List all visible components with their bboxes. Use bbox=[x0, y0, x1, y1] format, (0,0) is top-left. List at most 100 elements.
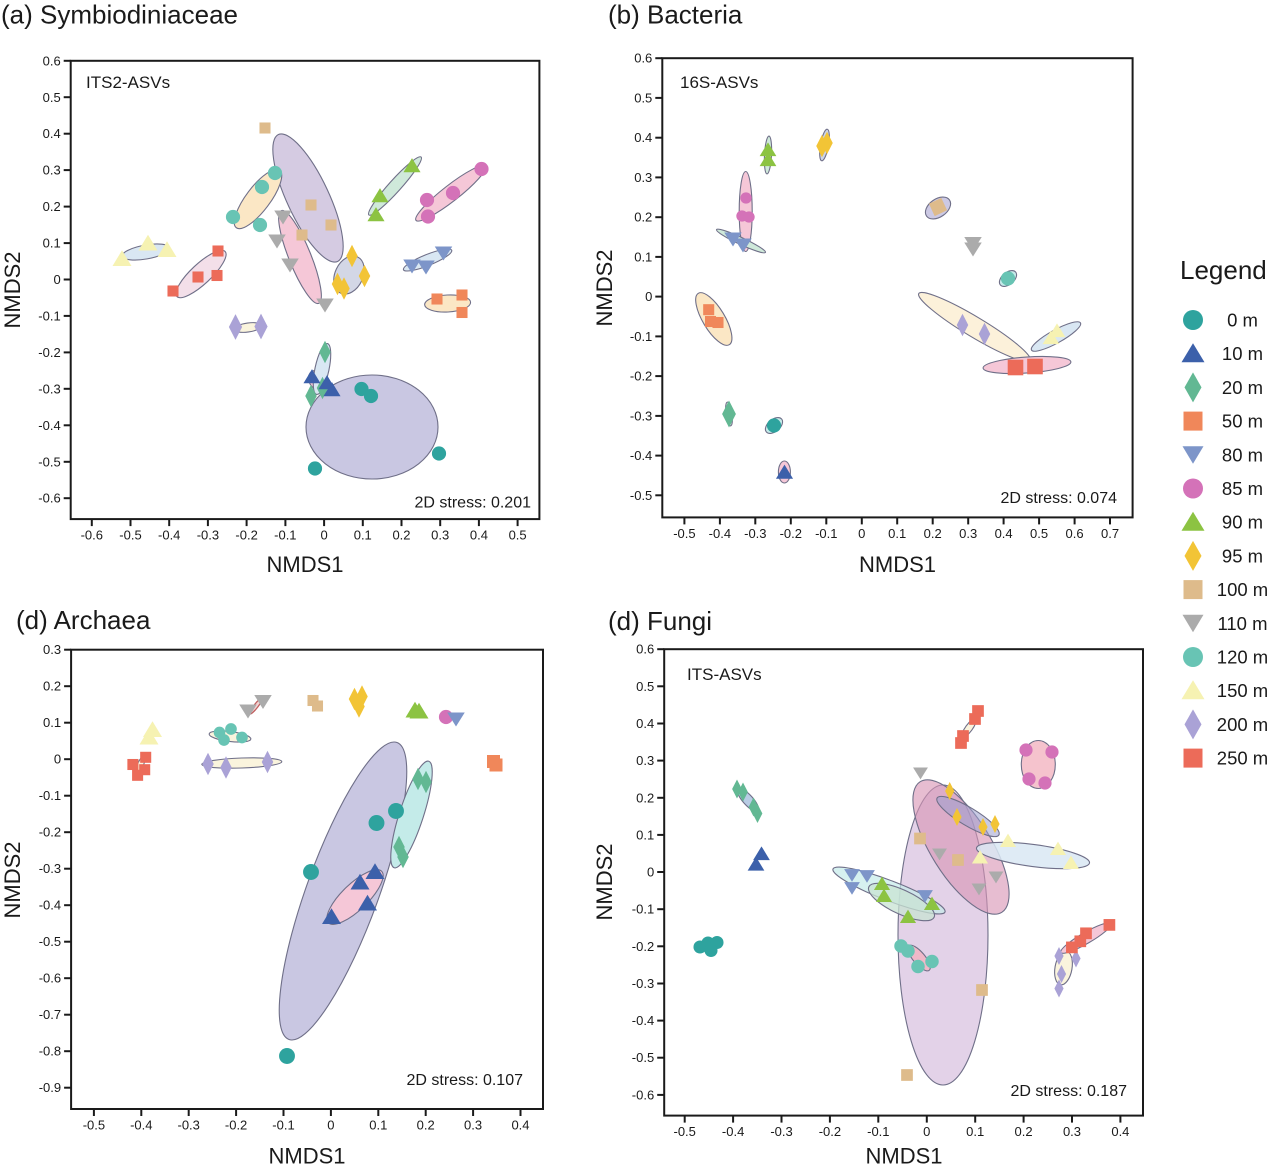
svg-text:-0.2: -0.2 bbox=[780, 526, 802, 541]
svg-text:-0.2: -0.2 bbox=[630, 369, 652, 384]
svg-text:-0.1: -0.1 bbox=[632, 902, 654, 917]
svg-text:-0.5: -0.5 bbox=[119, 528, 141, 543]
svg-text:NMDS1: NMDS1 bbox=[865, 1144, 942, 1169]
svg-text:2D stress: 0.201: 2D stress: 0.201 bbox=[415, 495, 532, 512]
svg-text:0: 0 bbox=[327, 1118, 334, 1133]
svg-text:0: 0 bbox=[923, 1124, 930, 1139]
svg-text:-0.7: -0.7 bbox=[39, 1007, 61, 1022]
svg-text:-0.4: -0.4 bbox=[38, 418, 60, 433]
svg-text:(d) Fungi: (d) Fungi bbox=[608, 606, 712, 636]
svg-text:-0.2: -0.2 bbox=[632, 939, 654, 954]
svg-text:0: 0 bbox=[53, 272, 60, 287]
svg-text:0.2: 0.2 bbox=[636, 790, 654, 805]
svg-text:0.3: 0.3 bbox=[43, 163, 61, 178]
svg-text:-0.5: -0.5 bbox=[38, 454, 60, 469]
svg-text:-0.1: -0.1 bbox=[39, 788, 61, 803]
svg-text:0.7: 0.7 bbox=[1101, 526, 1119, 541]
svg-text:-0.3: -0.3 bbox=[39, 861, 61, 876]
svg-text:0.5: 0.5 bbox=[634, 90, 652, 105]
svg-text:0.6: 0.6 bbox=[636, 642, 654, 657]
svg-text:0.2: 0.2 bbox=[43, 679, 61, 694]
svg-text:250 m: 250 m bbox=[1217, 748, 1268, 769]
svg-text:0: 0 bbox=[645, 289, 652, 304]
svg-text:-0.5: -0.5 bbox=[632, 1050, 654, 1065]
svg-text:-0.6: -0.6 bbox=[632, 1087, 654, 1102]
svg-text:0: 0 bbox=[54, 752, 61, 767]
svg-text:-0.5: -0.5 bbox=[83, 1118, 105, 1133]
svg-text:100 m: 100 m bbox=[1217, 579, 1268, 600]
svg-text:(a) Symbiodiniaceae: (a) Symbiodiniaceae bbox=[1, 0, 238, 30]
svg-text:200 m: 200 m bbox=[1217, 714, 1268, 735]
svg-text:(d) Archaea: (d) Archaea bbox=[16, 605, 151, 635]
svg-text:0: 0 bbox=[858, 526, 865, 541]
svg-text:16S-ASVs: 16S-ASVs bbox=[680, 73, 758, 92]
svg-text:0.4: 0.4 bbox=[1111, 1124, 1129, 1139]
svg-text:(b) Bacteria: (b) Bacteria bbox=[608, 0, 743, 30]
svg-text:-0.2: -0.2 bbox=[225, 1118, 247, 1133]
svg-text:0: 0 bbox=[647, 865, 654, 880]
svg-text:0.4: 0.4 bbox=[43, 126, 61, 141]
svg-text:-0.2: -0.2 bbox=[39, 825, 61, 840]
svg-text:-0.1: -0.1 bbox=[815, 526, 837, 541]
svg-text:0.5: 0.5 bbox=[636, 679, 654, 694]
svg-text:0.4: 0.4 bbox=[634, 130, 652, 145]
svg-text:150 m: 150 m bbox=[1217, 680, 1268, 701]
svg-text:0.6: 0.6 bbox=[1066, 526, 1084, 541]
svg-text:-0.4: -0.4 bbox=[722, 1124, 744, 1139]
svg-text:-0.6: -0.6 bbox=[39, 971, 61, 986]
svg-text:-0.3: -0.3 bbox=[770, 1124, 792, 1139]
svg-text:80 m: 80 m bbox=[1222, 444, 1263, 465]
svg-text:2D stress: 0.107: 2D stress: 0.107 bbox=[407, 1072, 524, 1089]
svg-text:-0.4: -0.4 bbox=[39, 898, 61, 913]
svg-text:-0.1: -0.1 bbox=[274, 528, 296, 543]
svg-text:-0.3: -0.3 bbox=[744, 526, 766, 541]
svg-text:0.3: 0.3 bbox=[959, 526, 977, 541]
svg-text:NMDS1: NMDS1 bbox=[859, 552, 936, 577]
svg-text:0.4: 0.4 bbox=[995, 526, 1013, 541]
svg-text:NMDS2: NMDS2 bbox=[0, 251, 25, 328]
svg-text:0.4: 0.4 bbox=[636, 716, 654, 731]
svg-text:20 m: 20 m bbox=[1222, 377, 1263, 398]
svg-text:-0.1: -0.1 bbox=[630, 329, 652, 344]
svg-text:-0.5: -0.5 bbox=[673, 526, 695, 541]
svg-text:0.1: 0.1 bbox=[966, 1124, 984, 1139]
svg-text:0.3: 0.3 bbox=[636, 753, 654, 768]
svg-text:-0.3: -0.3 bbox=[632, 976, 654, 991]
svg-text:-0.1: -0.1 bbox=[38, 308, 60, 323]
svg-text:0.6: 0.6 bbox=[634, 51, 652, 66]
svg-text:-0.5: -0.5 bbox=[673, 1124, 695, 1139]
svg-text:-0.2: -0.2 bbox=[819, 1124, 841, 1139]
svg-text:120 m: 120 m bbox=[1217, 647, 1268, 668]
svg-text:0.3: 0.3 bbox=[431, 528, 449, 543]
svg-text:85 m: 85 m bbox=[1222, 478, 1263, 499]
svg-text:0.6: 0.6 bbox=[43, 53, 61, 68]
svg-text:0.1: 0.1 bbox=[43, 236, 61, 251]
svg-text:0.4: 0.4 bbox=[511, 1118, 529, 1133]
svg-text:0.1: 0.1 bbox=[636, 827, 654, 842]
svg-text:0 m: 0 m bbox=[1227, 310, 1258, 331]
svg-text:110 m: 110 m bbox=[1217, 613, 1267, 634]
svg-text:-0.5: -0.5 bbox=[39, 934, 61, 949]
svg-text:0.2: 0.2 bbox=[1015, 1124, 1033, 1139]
svg-text:NMDS1: NMDS1 bbox=[268, 1144, 345, 1169]
svg-text:-0.6: -0.6 bbox=[81, 528, 103, 543]
svg-text:0.5: 0.5 bbox=[509, 528, 527, 543]
svg-text:-0.4: -0.4 bbox=[158, 528, 180, 543]
svg-text:0.3: 0.3 bbox=[634, 170, 652, 185]
svg-text:0.1: 0.1 bbox=[634, 249, 652, 264]
svg-text:0.1: 0.1 bbox=[369, 1118, 387, 1133]
svg-text:10 m: 10 m bbox=[1222, 343, 1263, 364]
svg-text:95 m: 95 m bbox=[1222, 545, 1263, 566]
svg-text:-0.2: -0.2 bbox=[38, 345, 60, 360]
svg-text:Legend: Legend bbox=[1180, 255, 1267, 285]
svg-text:90 m: 90 m bbox=[1222, 512, 1263, 533]
svg-text:0.2: 0.2 bbox=[392, 528, 410, 543]
svg-text:50 m: 50 m bbox=[1222, 411, 1263, 432]
svg-text:0.1: 0.1 bbox=[43, 715, 61, 730]
svg-text:0.1: 0.1 bbox=[888, 526, 906, 541]
svg-text:0.5: 0.5 bbox=[43, 90, 61, 105]
svg-text:0.2: 0.2 bbox=[924, 526, 942, 541]
svg-text:NMDS2: NMDS2 bbox=[0, 841, 25, 918]
svg-text:-0.3: -0.3 bbox=[38, 381, 60, 396]
svg-text:0.4: 0.4 bbox=[470, 528, 488, 543]
